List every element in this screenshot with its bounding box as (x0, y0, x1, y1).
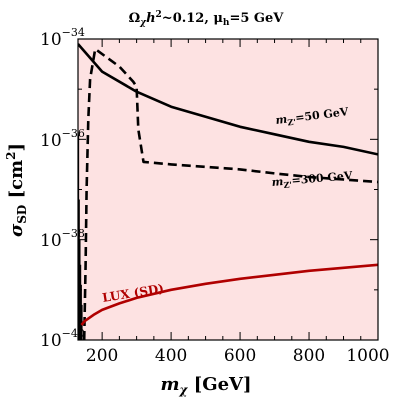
y-tick-label: 10−40 (40, 327, 85, 351)
series-line-1 (82, 47, 378, 340)
excluded-region (78, 39, 378, 340)
y-axis-title: σSD [cm2] (4, 143, 29, 237)
chart-title: Ωχh2~0.12, μh=5 GeV (129, 10, 285, 28)
y-tick-label: 10−34 (40, 26, 85, 50)
x-tick-label: 800 (293, 346, 325, 366)
x-tick-label: 400 (155, 346, 187, 366)
series-line-0 (78, 43, 378, 156)
x-axis-title: mχ [GeV] (160, 374, 251, 397)
x-tick-label: 600 (224, 346, 256, 366)
x-tick-label: 200 (86, 346, 118, 366)
x-tick-label: 1000 (346, 346, 389, 366)
series-line-2 (80, 263, 378, 326)
y-tick-label: 10−38 (40, 227, 85, 251)
y-tick-label: 10−36 (40, 127, 85, 151)
axis-ticks (78, 38, 379, 341)
series-label-mz300: mZ'=300 GeV (271, 169, 353, 191)
